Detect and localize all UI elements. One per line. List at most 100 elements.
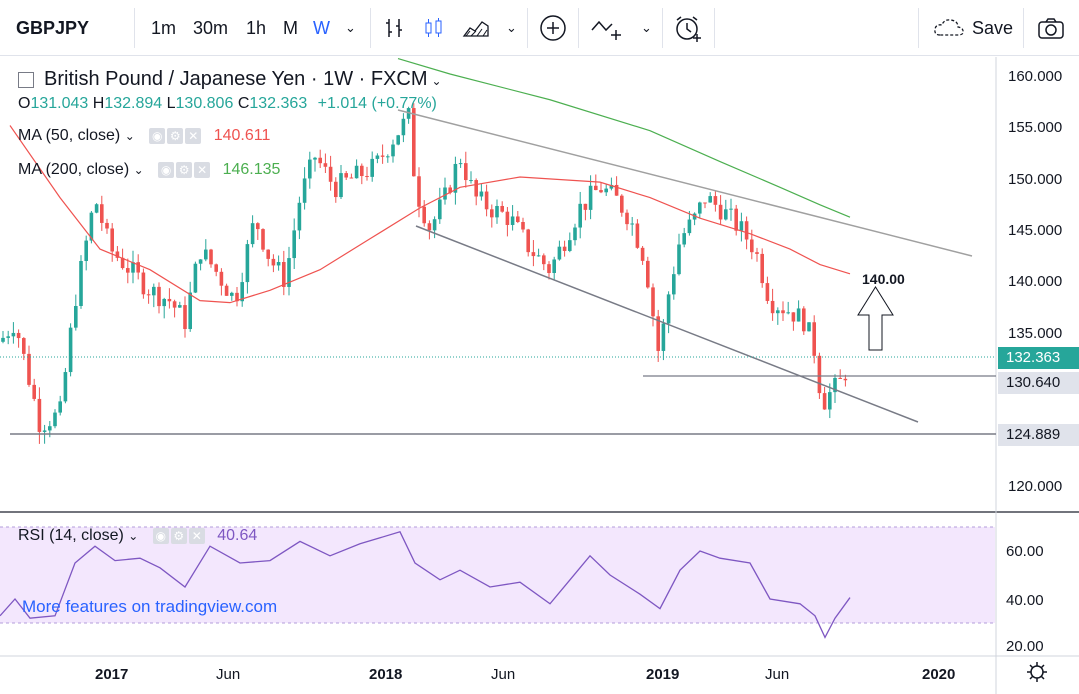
collapse-icon[interactable] — [18, 71, 34, 88]
chevron-down-icon[interactable]: ⌄ — [506, 20, 517, 35]
target-label[interactable]: 140.00 — [862, 271, 905, 287]
camera-icon[interactable] — [1037, 0, 1065, 56]
chevron-down-icon[interactable]: ⌄ — [641, 20, 652, 35]
close-label: C — [237, 95, 250, 112]
candle-body — [1, 337, 5, 342]
rsi-legend[interactable]: RSI (14, close) ⌄ ◉ ⚙ ✕ 40.64 — [18, 527, 257, 545]
candle-body — [224, 285, 229, 296]
candle-body — [594, 185, 598, 191]
price-tick: 150.000 — [1008, 171, 1062, 188]
candle-body — [193, 263, 198, 293]
toolbar-divider — [370, 8, 371, 48]
change-value: +1.014 (+0.77%) — [317, 95, 437, 112]
eye-icon[interactable]: ◉ — [158, 161, 175, 178]
chevron-down-icon[interactable]: ⌄ — [431, 74, 442, 88]
ma200-label: MA (200, close) — [18, 161, 130, 178]
candle-body — [796, 308, 801, 322]
chevron-down-icon[interactable]: ⌄ — [345, 20, 356, 35]
candle-body — [349, 177, 354, 179]
ma200-value: 146.135 — [222, 161, 281, 178]
eye-icon[interactable]: ◉ — [152, 527, 169, 544]
candle-body — [656, 316, 660, 351]
candle-body — [713, 196, 718, 205]
add-indicator-icon[interactable] — [539, 0, 567, 56]
candle-body — [74, 306, 78, 328]
eye-icon[interactable]: ◉ — [149, 127, 166, 144]
candle-body — [105, 222, 109, 229]
candle-body — [146, 294, 151, 296]
candle-body — [380, 155, 385, 157]
candle-body — [427, 223, 432, 231]
candle-body — [354, 165, 359, 179]
candle-body — [573, 227, 577, 241]
rsi-value: 40.64 — [217, 527, 258, 544]
candle-body — [625, 212, 629, 225]
candle-body — [568, 240, 572, 251]
candle-body — [812, 322, 816, 356]
candle-body — [334, 181, 338, 198]
candle-body — [230, 292, 234, 296]
time-tick: Jun — [491, 666, 515, 683]
candle-body — [724, 209, 728, 220]
time-tick: Jun — [216, 666, 240, 683]
interval-30m[interactable]: 30m — [193, 17, 229, 38]
close-icon[interactable]: ✕ — [194, 161, 211, 178]
compare-icon[interactable] — [590, 0, 624, 56]
gear-icon[interactable]: ⚙ — [167, 127, 184, 144]
candle-body — [666, 294, 671, 324]
price-tick: 145.000 — [1008, 222, 1062, 239]
interval-1h[interactable]: 1h — [246, 17, 267, 38]
top-toolbar: GBPJPY 1m 30m 1h M W ⌄ ⌄ ⌄ Save — [0, 0, 1079, 56]
interval-1m[interactable]: 1m — [151, 17, 177, 38]
toolbar-divider — [918, 8, 919, 48]
candle-body — [620, 195, 624, 213]
price-tick: 120.000 — [1008, 478, 1062, 495]
rsi-tick: 40.00 — [1006, 592, 1044, 609]
candle-body — [531, 252, 536, 257]
settings-gear-icon[interactable] — [1027, 662, 1047, 682]
candle-body — [115, 251, 120, 258]
close-icon[interactable]: ✕ — [188, 527, 205, 544]
chevron-down-icon[interactable]: ⌄ — [124, 129, 135, 143]
candle-body — [68, 327, 73, 373]
candle-body — [339, 173, 343, 198]
candle-body — [16, 332, 21, 339]
candle-body — [609, 184, 614, 189]
ma200-legend[interactable]: MA (200, close) ⌄ ◉ ⚙ ✕ 146.135 — [18, 161, 280, 179]
candle-body — [27, 353, 31, 385]
area-chart-icon[interactable] — [462, 0, 490, 56]
ma50-legend[interactable]: MA (50, close) ⌄ ◉ ⚙ ✕ 140.611 — [18, 127, 270, 145]
chevron-down-icon[interactable]: ⌄ — [133, 163, 144, 177]
chevron-down-icon[interactable]: ⌄ — [128, 529, 139, 543]
alert-clock-icon[interactable] — [673, 0, 703, 56]
interval-W[interactable]: W — [313, 17, 330, 38]
candle-body — [261, 229, 265, 250]
chart-title-row[interactable]: British Pound / Japanese Yen · 1W · FXCM… — [18, 68, 442, 91]
candle-body — [188, 292, 192, 330]
save-button[interactable]: Save — [932, 0, 1013, 56]
upper-trendline[interactable] — [397, 109, 973, 257]
candle-body — [599, 190, 603, 193]
gear-icon[interactable]: ⚙ — [170, 527, 187, 544]
promo-link[interactable]: More features on tradingview.com — [22, 597, 278, 616]
gear-icon[interactable]: ⚙ — [176, 161, 193, 178]
up-arrow-annotation[interactable] — [857, 286, 894, 351]
candle-body — [110, 228, 114, 252]
candle-body — [422, 206, 426, 224]
candle-body — [443, 187, 447, 200]
ma200-line — [397, 57, 851, 218]
candles-icon[interactable] — [422, 0, 446, 56]
candle-body — [302, 178, 307, 203]
candle-body — [474, 180, 478, 197]
high-value: 132.894 — [104, 95, 163, 112]
candle-body — [219, 271, 224, 286]
candle-body — [822, 393, 827, 410]
candle-body — [484, 191, 489, 210]
interval-M[interactable]: M — [283, 17, 298, 38]
symbol-search[interactable]: GBPJPY — [16, 17, 90, 38]
close-icon[interactable]: ✕ — [185, 127, 202, 144]
bar-style-icon[interactable] — [382, 0, 406, 56]
lower-trendline[interactable] — [415, 225, 919, 423]
candle-body — [703, 202, 707, 204]
